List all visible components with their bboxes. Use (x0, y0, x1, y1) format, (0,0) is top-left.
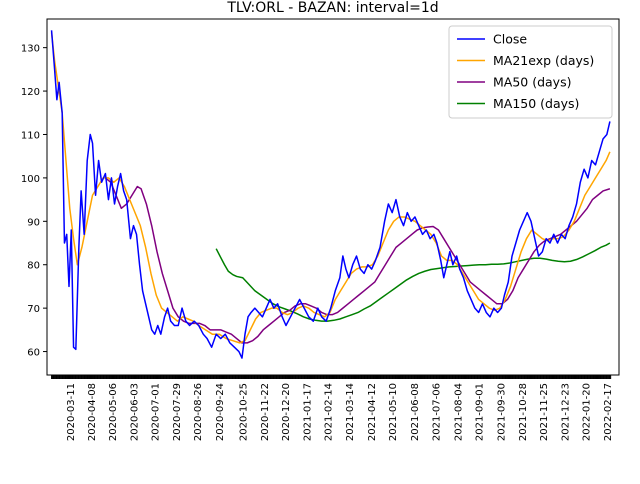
x-tick-label: 2020-07-29 (172, 383, 183, 441)
chart-title: TLV:ORL - BAZAN: interval=1d (226, 0, 438, 16)
y-tick-label: 80 (27, 261, 40, 272)
series-layer (50, 30, 611, 359)
y-tick-label: 60 (27, 348, 40, 359)
legend-label-1: MA21exp (days) (493, 53, 594, 68)
legend-label-0: Close (493, 32, 527, 47)
legend-label-3: MA150 (days) (493, 96, 579, 111)
legend-label-2: MA50 (days) (493, 75, 571, 90)
series-line-3 (215, 242, 611, 322)
x-tick-label: 2021-12-23 (560, 383, 571, 441)
y-tick-label: 70 (27, 304, 40, 315)
x-tick-label: 2021-08-04 (453, 383, 464, 441)
y-tick-label: 130 (21, 44, 40, 55)
x-tick-label: 2021-02-14 (324, 383, 335, 441)
x-tick-label: 2021-01-17 (302, 383, 313, 441)
x-tick-label: 2020-10-25 (239, 383, 250, 441)
x-tick-label: 2021-04-12 (367, 383, 378, 441)
y-tick-label: 100 (21, 174, 40, 185)
y-tick-label: 120 (21, 87, 40, 98)
x-tick-label: 2021-07-06 (431, 383, 442, 441)
x-tick-label: 2020-12-20 (281, 383, 292, 441)
x-tick-label: 2021-09-30 (497, 383, 508, 441)
legend: Close MA21exp (days) MA50 (days) MA150 (day… (448, 25, 613, 119)
x-tick-label: 2021-10-28 (518, 383, 529, 441)
x-tick-label: 2020-03-11 (66, 383, 77, 441)
x-tick-label: 2021-09-01 (475, 383, 486, 441)
x-tick-label: 2020-05-06 (108, 383, 119, 441)
x-tick-label: 2021-11-25 (539, 383, 550, 441)
x-tick-label: 2022-02-17 (603, 383, 614, 441)
x-tick-label: 2020-07-01 (151, 383, 162, 441)
x-tick-label: 2021-03-14 (345, 383, 356, 441)
x-tick-label: 2020-08-26 (193, 383, 204, 441)
y-axis: 60 70 80 90 100 110 120 130 (21, 44, 47, 359)
x-tick-label: 2020-06-03 (129, 383, 140, 441)
x-tick-label: 2020-11-22 (260, 383, 271, 441)
x-axis: 2020-03-11 2020-04-08 2020-05-06 2020-06-03… (51, 375, 614, 441)
x-tick-label: 2021-06-08 (410, 383, 421, 441)
x-tick-label: 2020-09-24 (215, 383, 226, 441)
legend-box (448, 25, 613, 119)
series-line-0 (50, 30, 611, 359)
x-tick-label: 2022-01-20 (582, 383, 593, 441)
y-tick-label: 90 (27, 217, 40, 228)
x-tick-label: 2020-04-08 (87, 383, 98, 441)
x-tick-label: 2021-05-10 (388, 383, 399, 441)
y-tick-label: 110 (21, 130, 40, 141)
